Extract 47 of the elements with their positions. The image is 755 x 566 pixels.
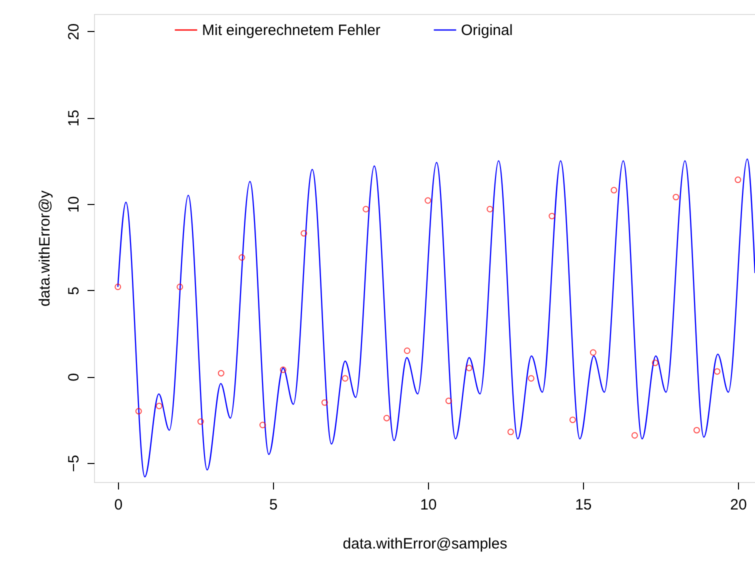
point	[362, 206, 370, 212]
point	[424, 197, 432, 204]
x-axis-title: data.withError@samples	[342, 536, 508, 552]
point	[197, 418, 204, 425]
point	[280, 366, 286, 373]
point	[631, 432, 638, 439]
point	[383, 414, 390, 422]
y-axis-title: data.withError@y	[36, 190, 54, 307]
point	[569, 416, 576, 424]
point	[734, 176, 742, 184]
point	[486, 206, 494, 212]
point	[342, 375, 348, 382]
point	[114, 284, 122, 290]
point	[300, 230, 308, 237]
point	[507, 428, 514, 436]
point	[156, 402, 162, 410]
point	[445, 398, 452, 404]
point	[218, 370, 224, 376]
x-tick-label: 20	[730, 496, 747, 514]
point	[321, 399, 328, 406]
x-tick-label: 5	[269, 496, 278, 514]
point	[528, 375, 534, 382]
point	[693, 426, 700, 434]
y-tick-label: 15	[66, 110, 82, 126]
point	[238, 254, 246, 261]
point	[466, 364, 472, 372]
y-tick-label: 0	[66, 372, 82, 382]
point	[590, 349, 596, 356]
line-series	[117, 158, 755, 478]
x-tick-label: 10	[420, 496, 437, 514]
point	[259, 422, 266, 428]
y-tick-label: 20	[66, 23, 82, 40]
point	[652, 360, 658, 366]
point	[672, 194, 680, 200]
point	[135, 408, 142, 414]
point	[176, 284, 184, 290]
point	[404, 348, 410, 354]
legend-label: Original	[461, 22, 513, 39]
point	[548, 212, 556, 220]
y-tick-label: 5	[66, 286, 82, 295]
point	[610, 186, 618, 194]
y-tick-label: −5	[66, 454, 82, 472]
x-tick-label: 15	[575, 496, 592, 514]
point	[714, 368, 720, 375]
legend-label: Mit eingerechnetem Fehler	[202, 22, 380, 39]
y-tick-label: 10	[66, 196, 82, 213]
x-tick-label: 0	[114, 496, 123, 514]
